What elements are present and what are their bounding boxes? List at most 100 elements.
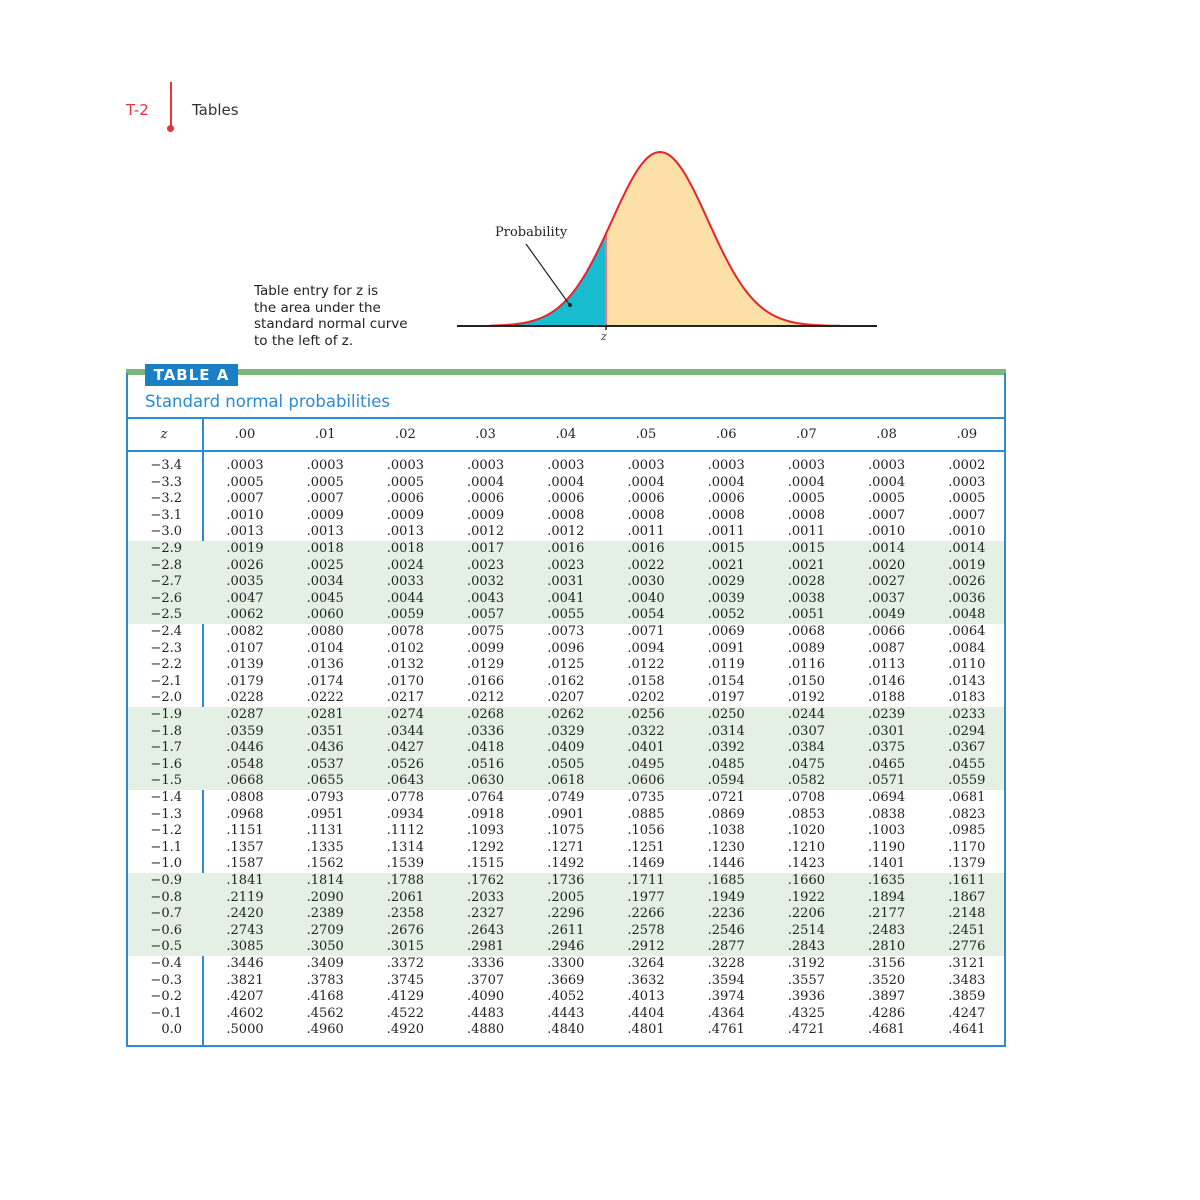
probability-cell: .4562 [306, 1005, 344, 1021]
probability-cell: .0367 [948, 740, 986, 756]
probability-cell: .0174 [306, 673, 344, 689]
probability-cell: .2005 [547, 889, 585, 905]
probability-cell: .1469 [627, 856, 665, 872]
z-value: −0.8 [150, 889, 182, 905]
probability-cell: .0968 [226, 806, 264, 822]
z-value: −0.7 [150, 906, 182, 922]
probability-cell: .0034 [306, 574, 344, 590]
probability-cell: .0136 [306, 657, 344, 673]
probability-cell: .0571 [867, 773, 906, 789]
probability-cell: .0465 [867, 756, 906, 772]
z-value: −2.3 [150, 640, 182, 656]
probability-cell: .0735 [627, 790, 665, 805]
probability-cell: .1711 [627, 873, 665, 888]
pointer-arrow [525, 243, 570, 305]
probability-cell: .1131 [306, 823, 344, 839]
column-header: .07 [796, 427, 817, 442]
probability-cell: .4013 [627, 989, 665, 1005]
probability-cell: .0007 [226, 491, 264, 507]
probability-cell: .0838 [867, 806, 906, 822]
z-value: −2.6 [150, 590, 182, 606]
probability-cell: .0239 [867, 707, 906, 722]
probability-cell: .0004 [867, 474, 906, 490]
probability-cell: .0005 [386, 474, 424, 490]
probability-cell: .1357 [226, 839, 264, 855]
probability-cell: .1003 [867, 823, 906, 839]
probability-cell: .0017 [466, 541, 505, 556]
z-column-header: z [160, 427, 168, 442]
probability-cell: .0016 [547, 541, 585, 556]
probability-cell: .0154 [707, 673, 745, 689]
probability-cell: .0009 [306, 507, 344, 523]
probability-cell: .0026 [948, 574, 986, 590]
probability-cell: .0060 [306, 607, 344, 623]
probability-cell: .4801 [627, 1022, 665, 1038]
probability-cell: .2206 [787, 906, 825, 922]
z-value: −0.2 [150, 989, 182, 1005]
probability-cell: .0104 [306, 640, 344, 656]
probability-cell: .1788 [386, 873, 424, 888]
probability-cell: .0294 [948, 723, 986, 739]
probability-cell: .2358 [386, 906, 424, 922]
probability-cell: .0125 [547, 657, 585, 673]
probability-cell: .0010 [867, 524, 906, 540]
probability-cell: .1251 [627, 839, 665, 855]
probability-cell: .0023 [547, 557, 585, 573]
probability-cell: .0002 [948, 458, 986, 473]
z-value: −3.2 [150, 491, 182, 507]
probability-cell: .0033 [386, 574, 424, 590]
probability-cell: .0401 [627, 740, 665, 756]
probability-cell: .0392 [707, 740, 745, 756]
probability-cell: .1515 [466, 856, 505, 872]
z-value: −0.6 [150, 922, 182, 938]
probability-cell: .0197 [707, 690, 745, 706]
probability-cell: .3015 [386, 939, 424, 955]
probability-cell: .3409 [306, 956, 344, 971]
z-value: −1.8 [150, 723, 182, 739]
probability-cell: .0526 [386, 756, 424, 772]
probability-cell: .1587 [226, 856, 264, 872]
probability-cell: .0188 [867, 690, 906, 706]
probability-cell: .0749 [547, 790, 585, 805]
probability-cell: .0708 [787, 790, 825, 805]
probability-cell: .3936 [787, 989, 825, 1005]
curve-line [489, 150, 840, 327]
probability-cell: .0281 [306, 707, 344, 722]
z-value: −2.7 [150, 574, 182, 590]
probability-cell: .3264 [627, 956, 665, 971]
probability-cell: .0003 [547, 458, 585, 473]
probability-cell: .0014 [867, 541, 906, 556]
probability-cell: .3121 [948, 956, 986, 971]
probability-cell: .2810 [867, 939, 906, 955]
probability-cell: .3783 [306, 972, 344, 988]
probability-cell: .0107 [226, 640, 264, 656]
probability-cell: .0179 [226, 673, 264, 689]
probability-cell: .0094 [627, 640, 665, 656]
shaded-row-group [128, 540, 1004, 624]
probability-cell: .0808 [226, 790, 264, 805]
probability-cell: .0409 [547, 740, 585, 756]
probability-cell: .0643 [386, 773, 424, 789]
probability-cell: .3156 [867, 956, 906, 971]
probability-cell: .0091 [707, 640, 745, 656]
probability-cell: .0233 [948, 707, 986, 722]
probability-cell: .0446 [226, 740, 264, 756]
column-header: .04 [555, 427, 577, 442]
probability-cell: .0028 [787, 574, 825, 590]
probability-cell: .4761 [707, 1022, 745, 1038]
table-top-band [126, 369, 1006, 375]
probability-cell: .0274 [386, 707, 424, 722]
probability-cell: .1894 [867, 889, 906, 905]
probability-cell: .0013 [306, 524, 344, 540]
probability-cell: .1401 [867, 856, 906, 872]
probability-cell: .0207 [547, 690, 585, 706]
probability-cell: .0559 [948, 773, 986, 789]
column-header: .03 [475, 427, 496, 442]
probability-cell: .0003 [707, 458, 745, 473]
probability-cell: .0351 [306, 723, 344, 739]
probability-cell: .0918 [466, 806, 505, 822]
probability-cell: .3228 [707, 956, 745, 971]
probability-cell: .2776 [948, 939, 986, 955]
probability-cell: .0023 [466, 557, 505, 573]
probability-cell: .0045 [306, 590, 344, 606]
